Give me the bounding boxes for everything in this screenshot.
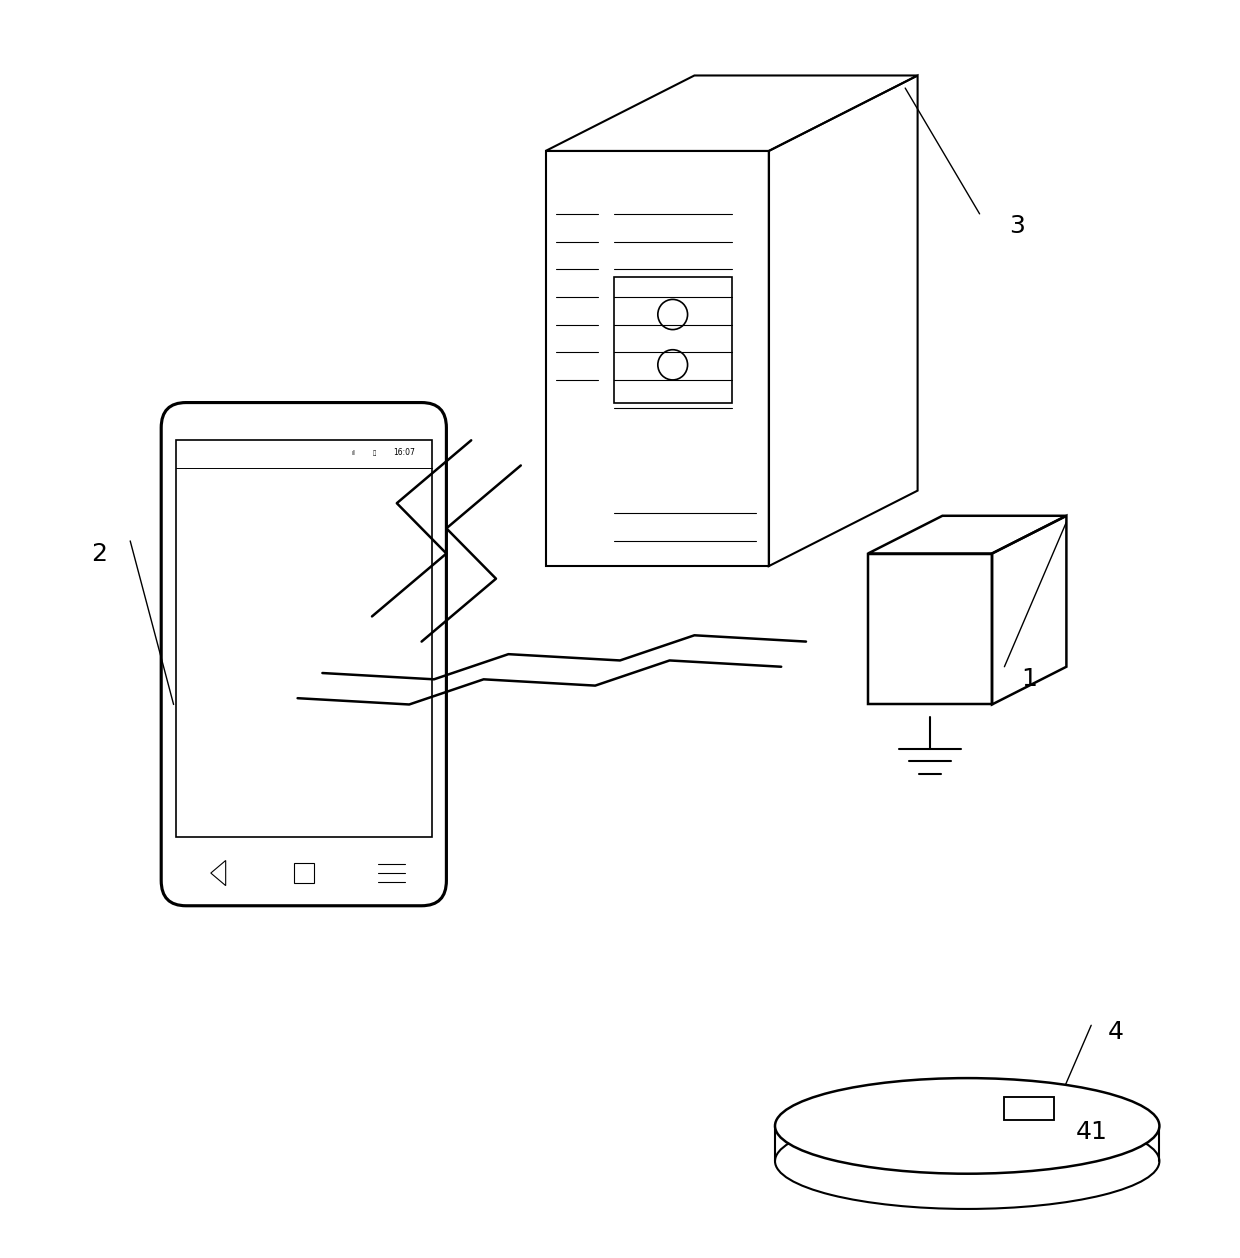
Text: 🔒: 🔒: [373, 450, 376, 455]
Text: 1: 1: [1022, 667, 1037, 692]
Text: 4: 4: [1109, 1019, 1123, 1044]
Text: ıl: ıl: [351, 450, 356, 455]
Text: 2: 2: [92, 541, 107, 566]
Ellipse shape: [775, 1078, 1159, 1174]
Text: 41: 41: [1075, 1120, 1107, 1145]
Text: 16:07: 16:07: [393, 448, 415, 458]
Text: 3: 3: [1009, 214, 1024, 239]
